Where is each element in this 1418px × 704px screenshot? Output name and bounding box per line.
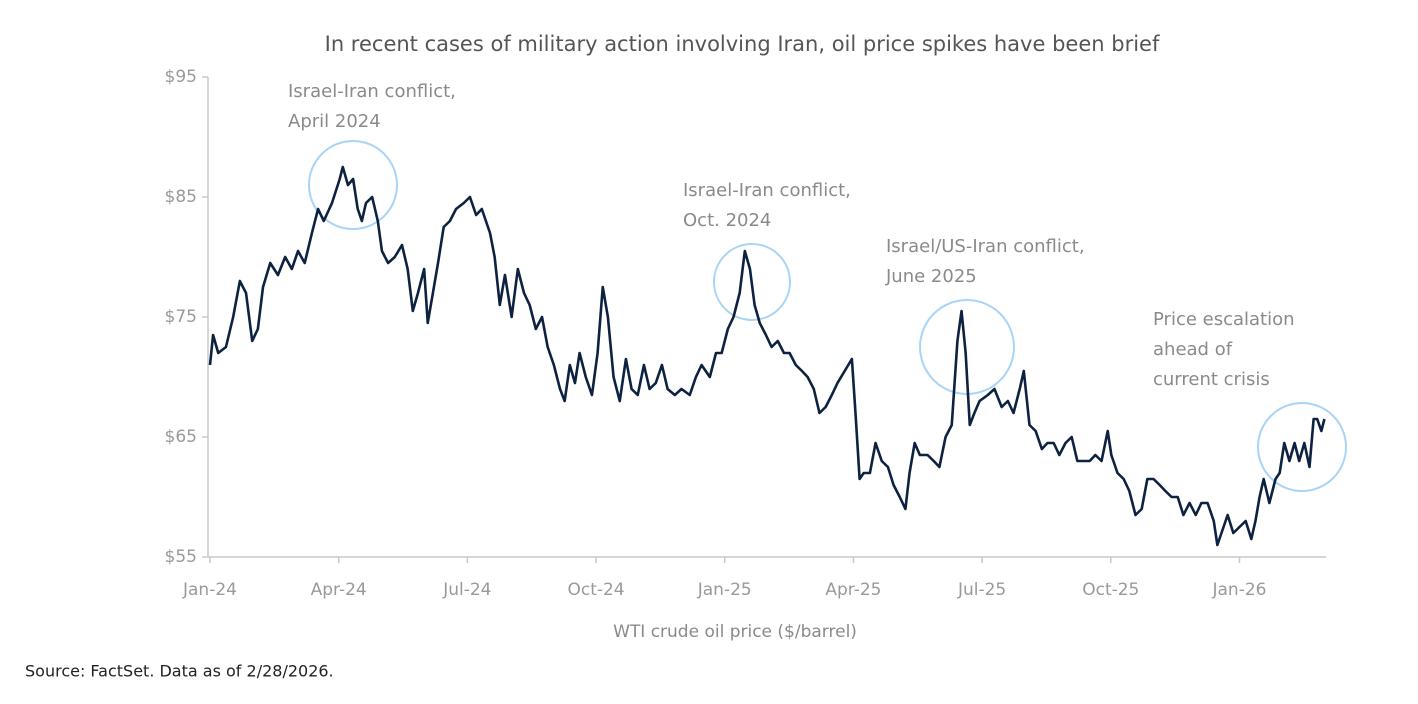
y-tick-label: $85 [165, 187, 197, 207]
x-axis-label: WTI crude oil price ($/barrel) [613, 622, 857, 642]
annotation: current crisis [1153, 369, 1270, 390]
highlight-circle [1257, 402, 1347, 492]
y-tick-label: $95 [165, 67, 197, 87]
annotation: April 2024 [288, 111, 381, 132]
highlight-circle [713, 243, 791, 321]
annotation: Oct. 2024 [683, 210, 771, 231]
annotation: Israel/US-Iran conflict, [886, 236, 1085, 257]
annotation: Israel-Iran conflict, [288, 81, 456, 102]
x-tick-label: Jan-24 [182, 580, 237, 600]
highlight-circle [308, 140, 398, 230]
x-tick-label: Oct-24 [567, 580, 624, 600]
x-tick-label: Apr-24 [311, 580, 367, 600]
annotation: Price escalation [1153, 309, 1295, 330]
annotation: ahead of [1153, 339, 1233, 360]
y-tick-label: $55 [165, 547, 197, 567]
x-tick-label: Jan-26 [1212, 580, 1267, 600]
annotation: June 2025 [885, 266, 977, 287]
x-tick-label: Jul-24 [442, 580, 491, 600]
x-tick-label: Apr-25 [825, 580, 881, 600]
source-note: Source: FactSet. Data as of 2/28/2026. [25, 662, 334, 681]
chart-title: In recent cases of military action invol… [325, 32, 1160, 56]
x-tick-label: Oct-25 [1082, 580, 1139, 600]
annotation: Israel-Iran conflict, [683, 180, 851, 201]
x-tick-label: Jan-25 [697, 580, 752, 600]
price-line [208, 165, 1326, 547]
x-tick-label: Jul-25 [957, 580, 1006, 600]
y-tick-label: $65 [165, 427, 197, 447]
y-tick-label: $75 [165, 307, 197, 327]
